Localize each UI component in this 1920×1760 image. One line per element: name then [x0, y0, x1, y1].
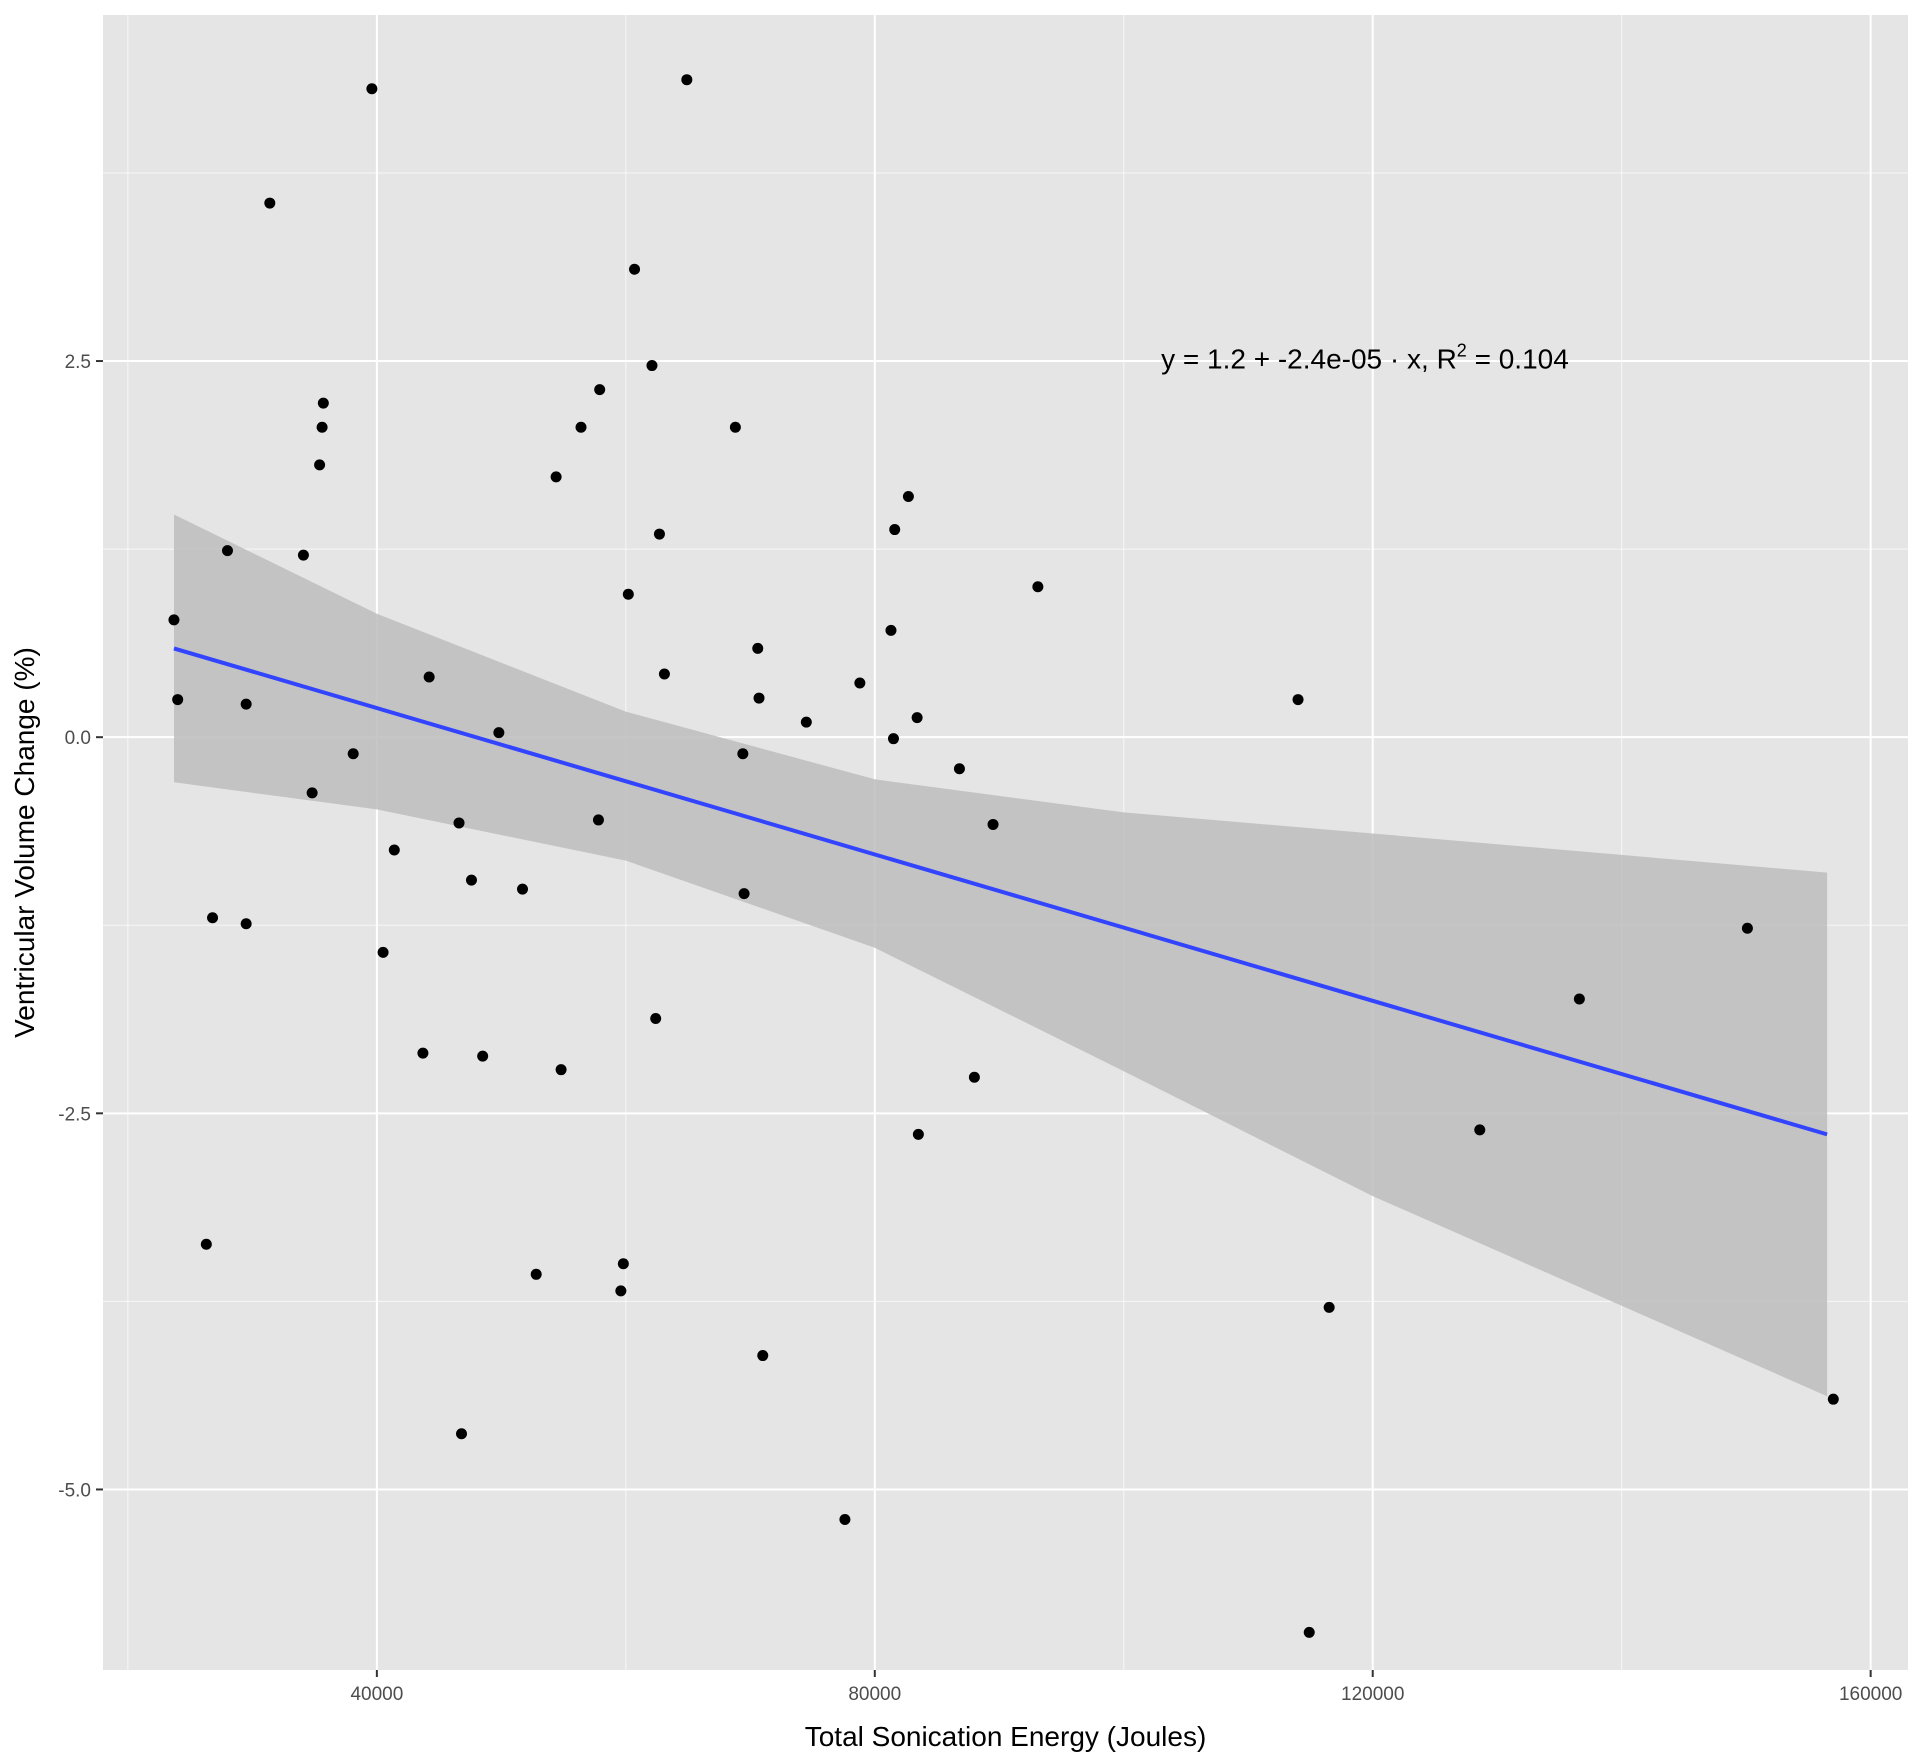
- data-point: [347, 748, 359, 760]
- data-point: [240, 918, 252, 930]
- data-point: [737, 748, 749, 760]
- data-point: [729, 421, 741, 433]
- x-axis-title: Total Sonication Energy (Joules): [805, 1721, 1207, 1752]
- data-point: [221, 545, 233, 557]
- x-tick-label: 80000: [848, 1684, 901, 1705]
- data-point: [911, 712, 923, 724]
- data-point: [575, 421, 587, 433]
- data-point: [423, 671, 435, 683]
- y-tick-label: 0.0: [65, 728, 91, 749]
- data-point: [753, 692, 765, 704]
- data-point: [456, 1428, 468, 1440]
- x-tick-label: 120000: [1341, 1684, 1404, 1705]
- data-point: [366, 83, 378, 95]
- data-point: [453, 817, 465, 829]
- data-point: [757, 1350, 769, 1362]
- data-point: [1292, 694, 1304, 706]
- data-point: [681, 74, 693, 86]
- data-point: [477, 1050, 489, 1062]
- data-points: [168, 74, 1839, 1638]
- data-point: [658, 668, 670, 680]
- y-axis-title: Ventricular Volume Change (%): [9, 647, 40, 1038]
- data-point: [653, 528, 665, 540]
- data-point: [968, 1071, 980, 1083]
- data-point: [738, 888, 750, 900]
- regression-equation-suffix: = 0.104: [1467, 344, 1569, 375]
- data-point: [887, 733, 899, 745]
- data-point: [517, 883, 529, 895]
- data-point: [168, 614, 180, 626]
- data-point: [417, 1047, 429, 1059]
- data-point: [493, 727, 505, 739]
- data-point: [388, 844, 400, 856]
- y-axis: -5.0 -2.5 0.0 2.5: [58, 352, 103, 1501]
- data-point: [650, 1013, 662, 1025]
- data-point: [889, 524, 901, 536]
- data-point: [314, 459, 326, 471]
- data-point: [200, 1238, 212, 1250]
- data-point: [264, 197, 276, 209]
- data-point: [240, 698, 252, 710]
- data-point: [550, 471, 562, 483]
- data-point: [987, 818, 999, 830]
- data-point: [854, 677, 866, 689]
- data-point: [953, 763, 965, 775]
- x-tick-label: 160000: [1839, 1684, 1902, 1705]
- y-tick-label: 2.5: [65, 352, 91, 373]
- data-point: [317, 397, 329, 409]
- data-point: [1741, 922, 1753, 934]
- data-point: [530, 1268, 542, 1280]
- regression-line: [173, 646, 1828, 1137]
- data-point: [1303, 1626, 1315, 1638]
- data-point: [555, 1064, 567, 1076]
- data-point: [1827, 1393, 1839, 1405]
- data-point: [617, 1258, 629, 1270]
- data-point: [902, 490, 914, 502]
- data-point: [752, 642, 764, 654]
- data-point: [172, 694, 184, 706]
- data-point: [839, 1514, 851, 1526]
- data-point: [1323, 1301, 1335, 1313]
- data-point: [207, 912, 219, 924]
- data-point: [1573, 993, 1585, 1005]
- data-point: [1032, 581, 1044, 593]
- y-tick-label: -5.0: [58, 1480, 91, 1501]
- data-point: [615, 1285, 627, 1297]
- x-axis: 40000 80000 120000 160000: [350, 1670, 1902, 1705]
- data-point: [316, 421, 328, 433]
- data-point: [1474, 1124, 1486, 1136]
- data-point: [377, 946, 389, 958]
- data-point: [646, 360, 658, 372]
- data-point: [912, 1128, 924, 1140]
- data-point: [885, 624, 897, 636]
- data-point: [592, 814, 604, 826]
- data-point: [629, 263, 641, 275]
- data-point: [306, 787, 318, 799]
- y-tick-label: -2.5: [58, 1104, 91, 1125]
- data-point: [297, 549, 309, 561]
- regression-equation-sup: 2: [1457, 341, 1467, 361]
- data-point: [465, 874, 477, 886]
- data-point: [594, 384, 606, 396]
- data-point: [622, 588, 634, 600]
- data-point: [800, 716, 812, 728]
- x-tick-label: 40000: [350, 1684, 403, 1705]
- regression-equation-prefix: y = 1.2 + -2.4e-05 · x, R: [1161, 344, 1457, 375]
- confidence-band: [174, 514, 1828, 1397]
- regression-equation: y = 1.2 + -2.4e-05 · x, R2 = 0.104: [1161, 341, 1569, 375]
